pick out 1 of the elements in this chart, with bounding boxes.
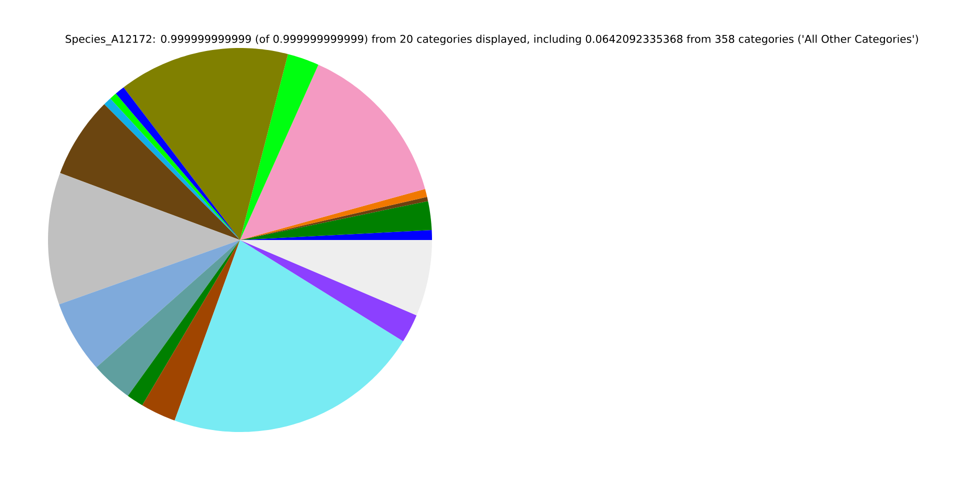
text: Species_A12172: 0.999999999999 (of 0.999999999999) from 20 categories displayed, including 0.0642092335368 from 358 categories ('All Other Categories')	[66, 34, 918, 46]
